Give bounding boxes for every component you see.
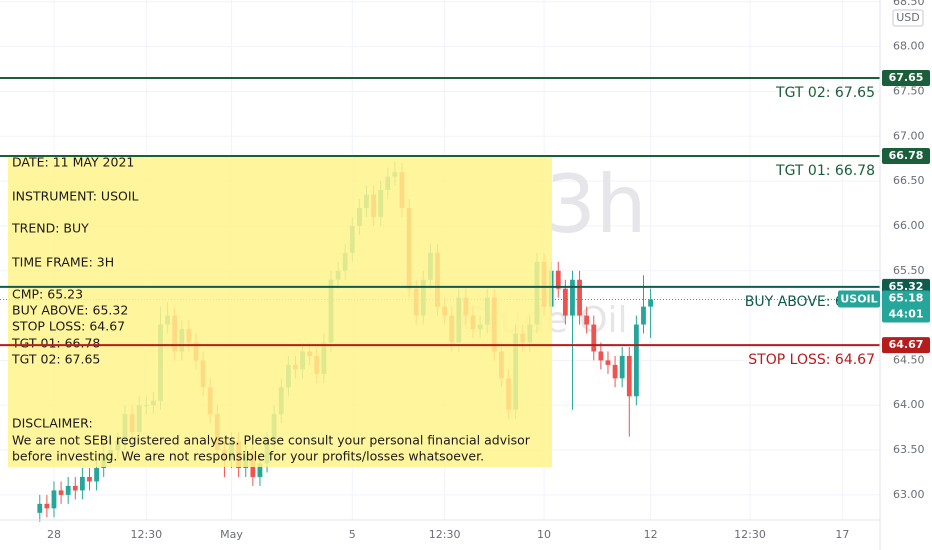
y-tick-label: 65.50 bbox=[893, 264, 925, 277]
note-line: BUY ABOVE: 65.32 bbox=[12, 303, 128, 318]
y-tick-label: 68.00 bbox=[893, 40, 925, 53]
candle-body bbox=[648, 299, 653, 307]
candle-body bbox=[641, 306, 646, 325]
currency: USD bbox=[896, 11, 920, 24]
candle-body bbox=[65, 485, 71, 495]
axis-bg bbox=[880, 0, 932, 550]
candle-body bbox=[94, 468, 99, 482]
level-label: TGT 01: 66.78 bbox=[775, 163, 875, 179]
candle-body bbox=[584, 315, 590, 325]
x-tick-label: 12:30 bbox=[734, 528, 766, 541]
watermark: 3h bbox=[545, 158, 647, 251]
level-label: STOP LOSS: 64.67 bbox=[748, 352, 875, 368]
note-line: We are not SEBI registered analysts. Ple… bbox=[12, 433, 531, 448]
level-badge-value: 67.65 bbox=[889, 71, 924, 84]
y-tick-label: 67.50 bbox=[893, 84, 925, 97]
x-tick-label: May bbox=[220, 528, 243, 541]
x-tick-label: 10 bbox=[537, 528, 551, 541]
candle-body bbox=[79, 476, 85, 491]
candle-body bbox=[44, 503, 50, 509]
symbol-badge bbox=[838, 290, 880, 308]
y-tick-label: 63.00 bbox=[893, 488, 925, 501]
countdown: 44:01 bbox=[888, 307, 923, 320]
candle-body bbox=[72, 485, 78, 491]
candle-body bbox=[37, 503, 43, 513]
note-line: CMP: 65.23 bbox=[12, 287, 83, 302]
note-line: TGT 02: 67.65 bbox=[11, 352, 100, 367]
x-tick-label: 12:30 bbox=[429, 528, 461, 541]
candle-body bbox=[591, 324, 597, 352]
candle-body bbox=[87, 476, 92, 482]
currency-box bbox=[892, 9, 924, 27]
y-tick-label: 64.50 bbox=[893, 353, 925, 366]
note-line: STOP LOSS: 64.67 bbox=[12, 319, 125, 334]
x-tick-label: 28 bbox=[47, 528, 61, 541]
note-line: TREND: BUY bbox=[11, 221, 89, 236]
note-line: DISCLAIMER: bbox=[12, 416, 93, 431]
candle-body bbox=[605, 360, 611, 365]
x-tick-label: 17 bbox=[835, 528, 849, 541]
level-badge bbox=[882, 70, 930, 86]
candle-body bbox=[570, 279, 575, 316]
x-tick-label: 12 bbox=[644, 528, 658, 541]
candle-body bbox=[555, 270, 561, 289]
level-badge bbox=[882, 148, 930, 164]
y-tick-label: 63.50 bbox=[893, 443, 925, 456]
y-tick-label: 66.00 bbox=[893, 219, 925, 232]
price-badge bbox=[882, 290, 930, 323]
x-tick-label: 5 bbox=[349, 528, 356, 541]
candle-body bbox=[577, 279, 582, 316]
note-line: DATE: 11 MAY 2021 bbox=[12, 155, 134, 170]
candle-body bbox=[562, 288, 568, 316]
y-tick-label: 68.50 bbox=[893, 0, 925, 8]
level-label: TGT 02: 67.65 bbox=[775, 85, 875, 101]
price-value: 65.18 bbox=[889, 291, 924, 304]
note-line: INSTRUMENT: USOIL bbox=[12, 189, 139, 204]
level-badge bbox=[882, 337, 930, 354]
y-tick-label: 67.00 bbox=[893, 129, 925, 142]
candle-body bbox=[633, 324, 639, 397]
note-box bbox=[8, 155, 552, 467]
x-tick-label: 12:30 bbox=[130, 528, 162, 541]
note-line: TIME FRAME: 3H bbox=[11, 255, 114, 270]
level-badge-value: 64.67 bbox=[889, 338, 924, 351]
note-line: before investing. We are not responsible… bbox=[12, 449, 484, 464]
candle-body bbox=[257, 463, 263, 477]
y-tick-label: 66.50 bbox=[893, 174, 925, 187]
level-badge-value: 65.32 bbox=[889, 280, 924, 293]
candle-body bbox=[598, 351, 604, 361]
symbol: USOIL bbox=[840, 292, 877, 305]
candle-body bbox=[612, 364, 618, 379]
candle-body bbox=[626, 355, 632, 397]
y-tick-label: 64.00 bbox=[893, 398, 925, 411]
candle-body bbox=[51, 490, 57, 509]
note-line: TGT 01: 66.78 bbox=[11, 336, 100, 351]
level-badge-value: 66.78 bbox=[889, 149, 924, 162]
candle-body bbox=[619, 355, 625, 379]
candle-body bbox=[58, 490, 64, 495]
